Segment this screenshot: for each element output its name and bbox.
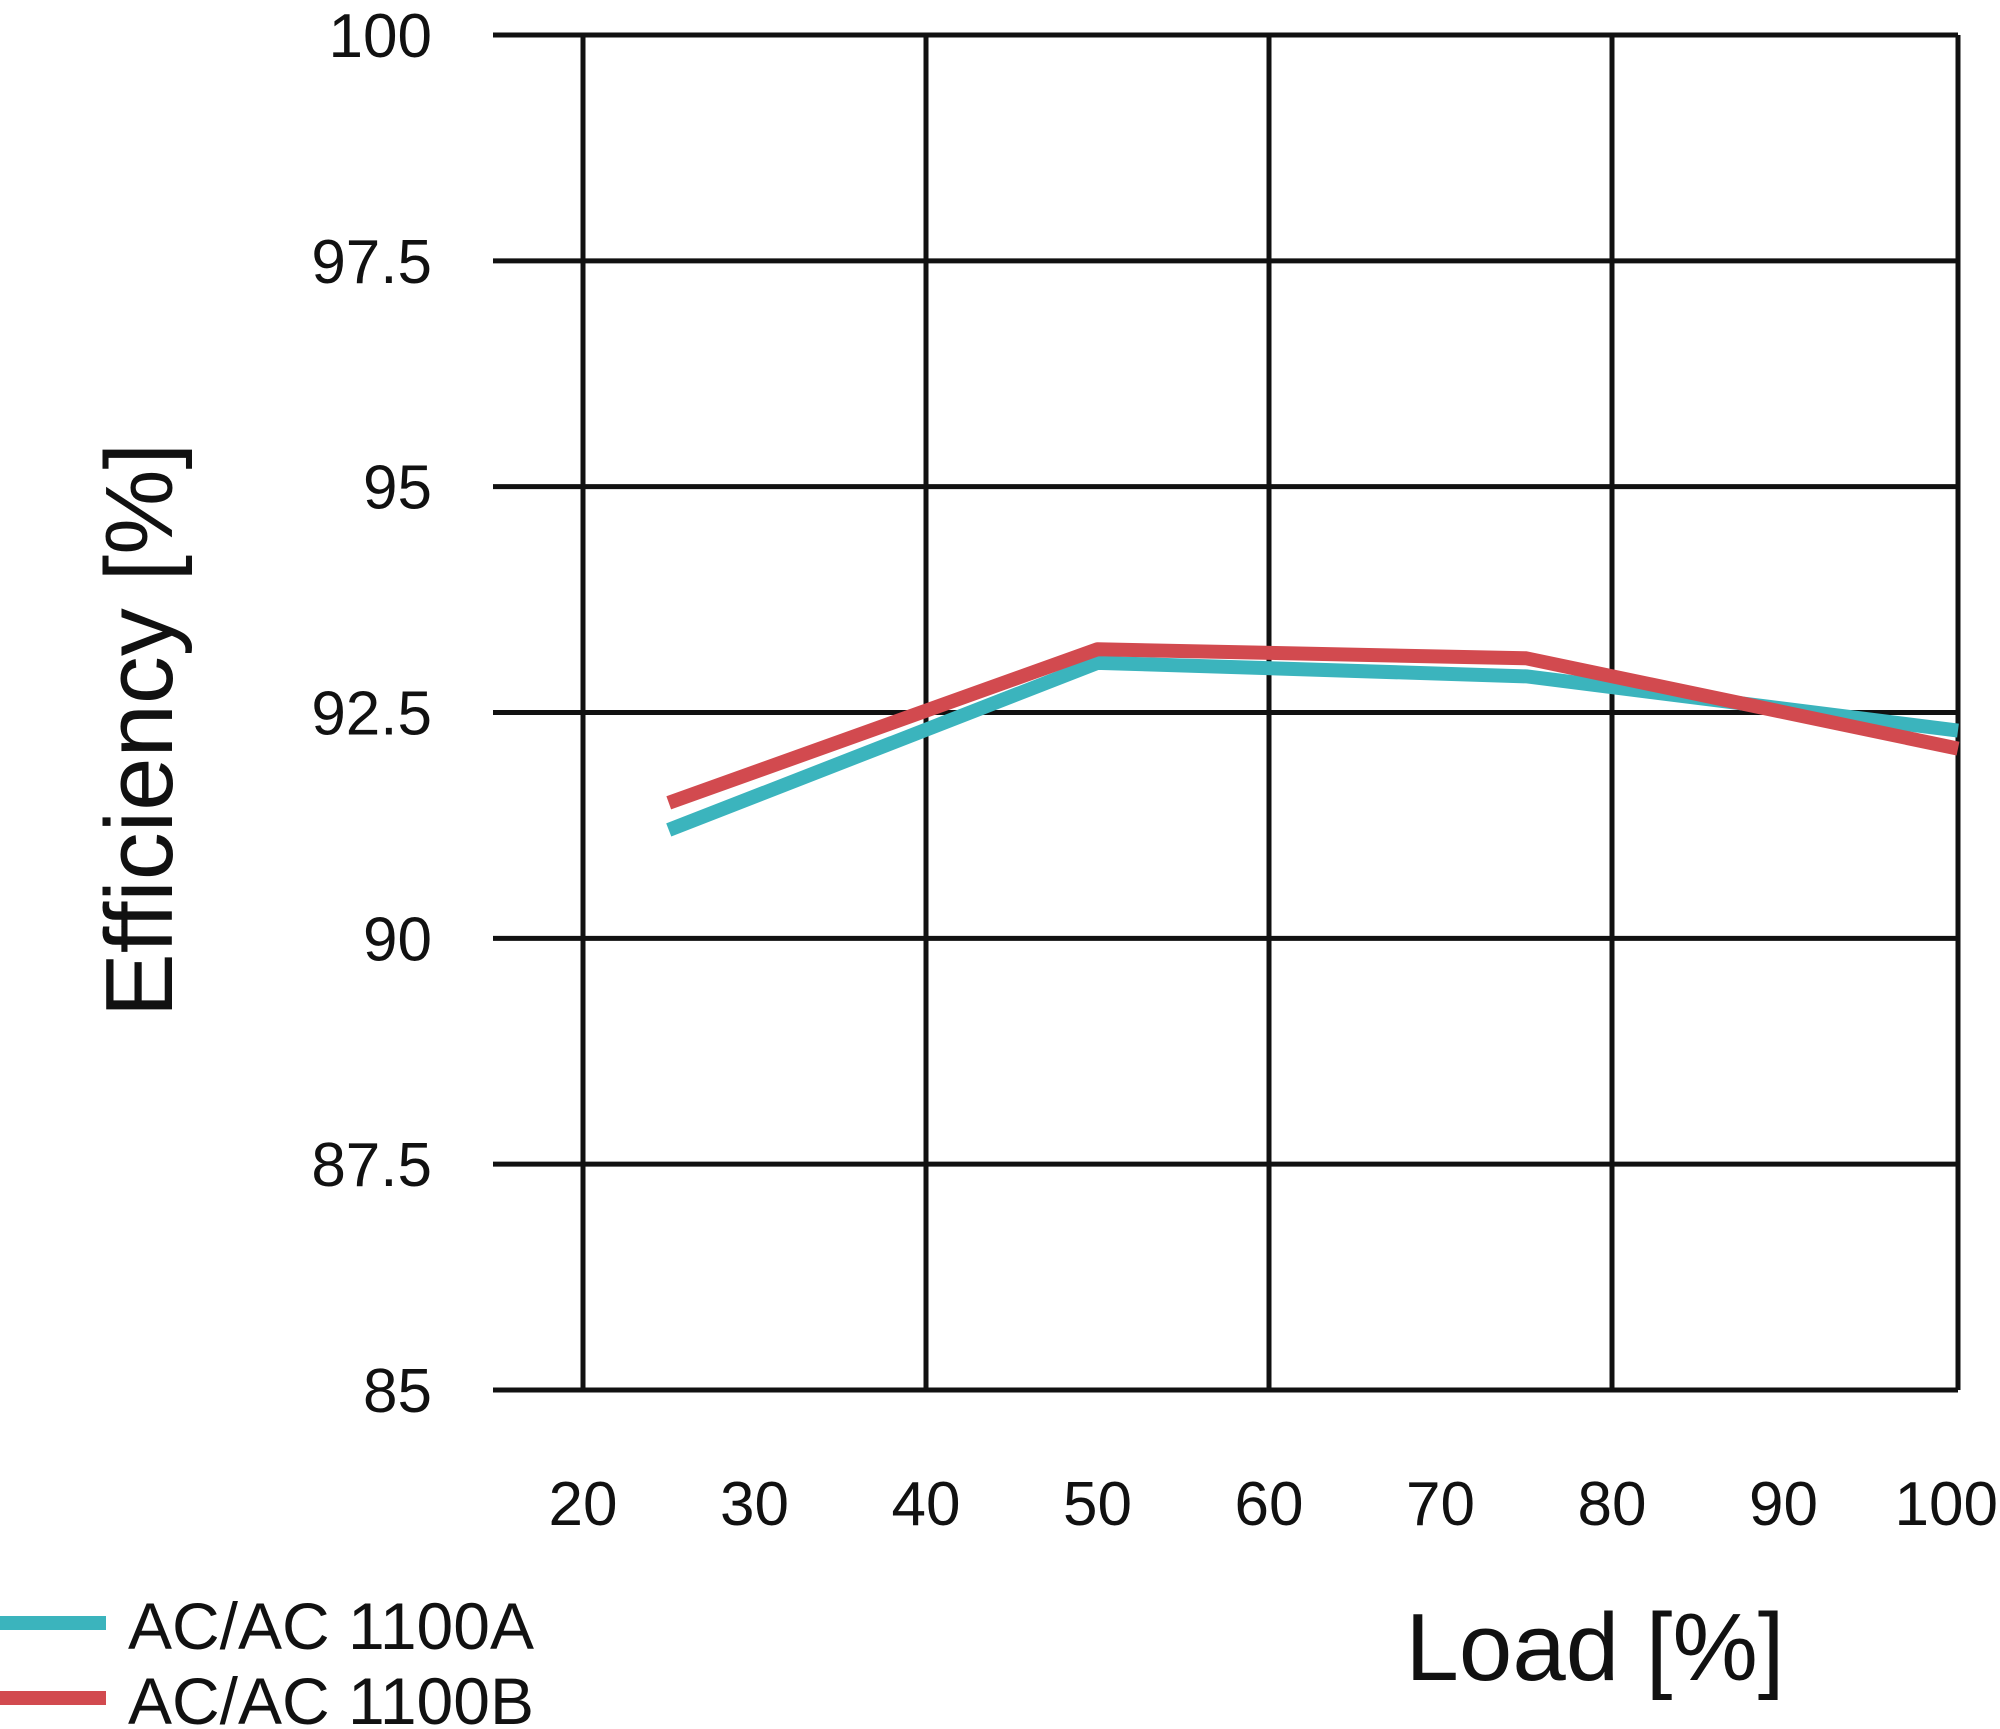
y-tick-label: 95	[363, 454, 432, 523]
x-tick-label: 40	[892, 1470, 961, 1539]
x-tick-label: 100	[1895, 1470, 1998, 1539]
x-tick-label: 50	[1063, 1470, 1132, 1539]
y-tick-label: 100	[329, 2, 432, 71]
y-tick-label: 87.5	[311, 1131, 432, 1200]
y-tick-label: 97.5	[311, 228, 432, 297]
x-tick-label: 20	[549, 1470, 618, 1539]
grid	[493, 32, 1961, 1393]
y-tick-labels: 100 97.5 95 92.5 90 87.5 85	[311, 2, 432, 1426]
series-lines	[666, 642, 1960, 837]
x-tick-label: 90	[1749, 1470, 1818, 1539]
y-tick-label: 92.5	[311, 680, 432, 749]
x-tick-label: 60	[1235, 1470, 1304, 1539]
y-tick-label: 85	[363, 1357, 432, 1426]
series-line-ac-ac-1100a	[666, 655, 1959, 837]
y-axis-title: Efficiency [%]	[86, 443, 193, 1017]
x-tick-label: 30	[720, 1470, 789, 1539]
legend-label: AC/AC 1100B	[128, 1664, 534, 1729]
x-tick-label: 80	[1578, 1470, 1647, 1539]
series-line-ac-ac-1100b	[666, 642, 1960, 810]
x-tick-label: 70	[1406, 1470, 1475, 1539]
x-tick-labels: 20 30 40 50 60 70 80 90 100	[549, 1470, 1998, 1539]
y-tick-label: 90	[363, 905, 432, 974]
x-axis-title: Load [%]	[1406, 1594, 1785, 1701]
legend-label: AC/AC 1100A	[128, 1589, 534, 1663]
